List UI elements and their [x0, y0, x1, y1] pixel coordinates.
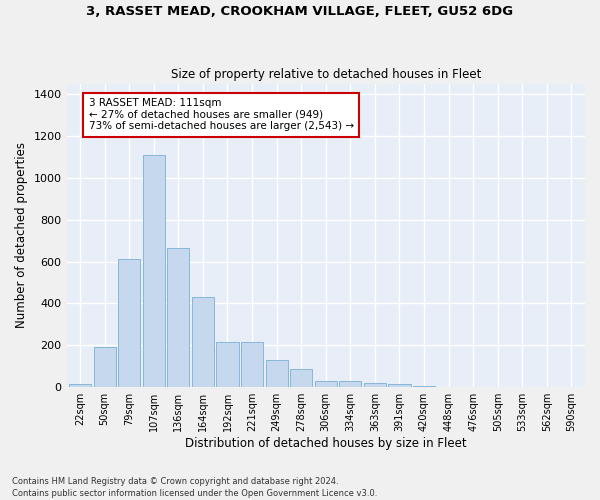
Bar [94, 348, 116, 387]
Y-axis label: Number of detached properties: Number of detached properties [15, 142, 28, 328]
Bar [167, 248, 190, 387]
Bar [217, 342, 239, 387]
Title: Size of property relative to detached houses in Fleet: Size of property relative to detached ho… [170, 68, 481, 81]
Text: 3, RASSET MEAD, CROOKHAM VILLAGE, FLEET, GU52 6DG: 3, RASSET MEAD, CROOKHAM VILLAGE, FLEET,… [86, 5, 514, 18]
Bar [69, 384, 91, 387]
Bar [364, 383, 386, 387]
Bar [192, 297, 214, 387]
X-axis label: Distribution of detached houses by size in Fleet: Distribution of detached houses by size … [185, 437, 467, 450]
Text: 3 RASSET MEAD: 111sqm
← 27% of detached houses are smaller (949)
73% of semi-det: 3 RASSET MEAD: 111sqm ← 27% of detached … [89, 98, 354, 132]
Bar [437, 386, 460, 387]
Bar [143, 155, 165, 387]
Bar [118, 260, 140, 387]
Bar [315, 381, 337, 387]
Bar [241, 342, 263, 387]
Bar [266, 360, 287, 387]
Text: Contains HM Land Registry data © Crown copyright and database right 2024.
Contai: Contains HM Land Registry data © Crown c… [12, 476, 377, 498]
Bar [413, 386, 435, 387]
Bar [388, 384, 410, 387]
Bar [290, 370, 312, 387]
Bar [339, 382, 361, 387]
